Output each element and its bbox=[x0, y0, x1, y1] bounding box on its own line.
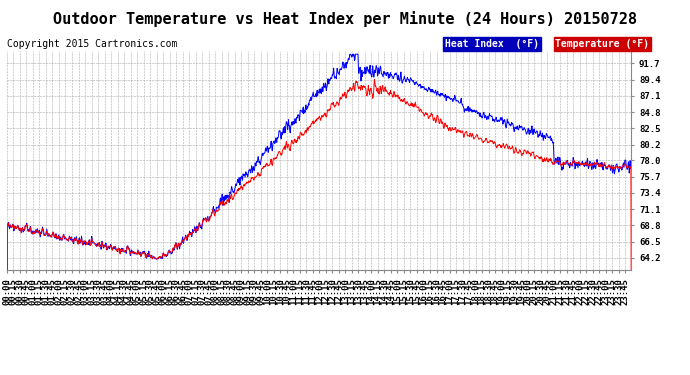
Text: Outdoor Temperature vs Heat Index per Minute (24 Hours) 20150728: Outdoor Temperature vs Heat Index per Mi… bbox=[53, 11, 637, 27]
Text: Temperature (°F): Temperature (°F) bbox=[555, 39, 649, 50]
Text: Copyright 2015 Cartronics.com: Copyright 2015 Cartronics.com bbox=[7, 39, 177, 50]
Text: Heat Index  (°F): Heat Index (°F) bbox=[445, 39, 539, 50]
